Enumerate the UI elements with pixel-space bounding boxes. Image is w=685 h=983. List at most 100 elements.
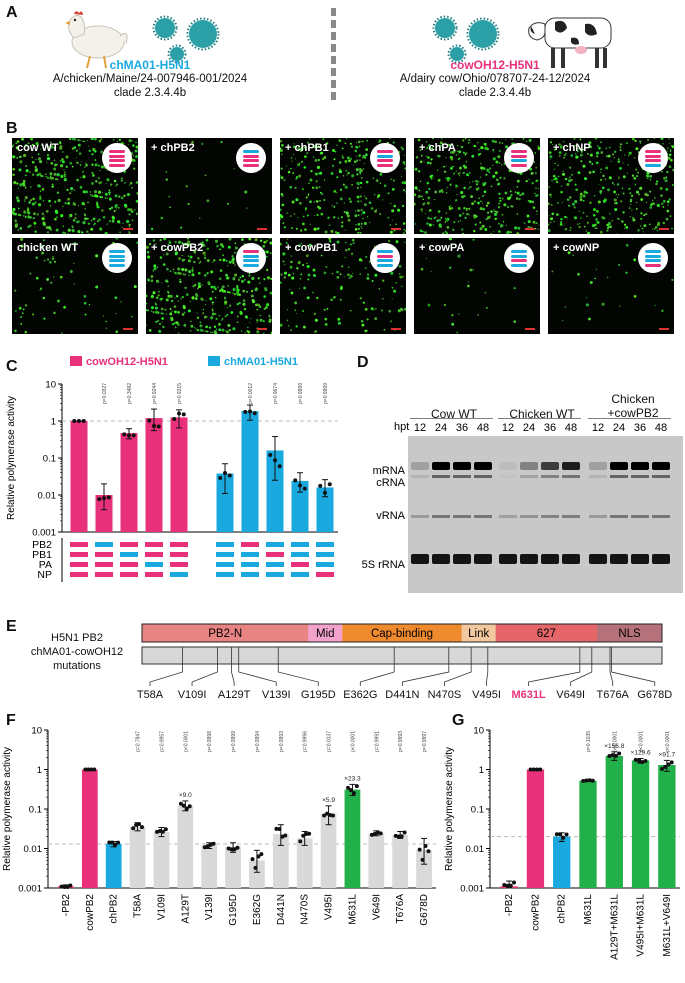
rrna-band [499, 554, 517, 564]
p-value-label: p<0.0001 [183, 731, 189, 752]
data-point [156, 424, 161, 429]
data-point [508, 883, 513, 888]
x-category-label: V495I+M631L [636, 894, 647, 957]
mrna-band [631, 462, 649, 470]
band-label: 5S rRNA [362, 559, 406, 571]
segment-indicator [95, 562, 113, 567]
data-point [229, 847, 234, 852]
mrna-band [453, 462, 471, 470]
data-point [318, 483, 323, 488]
data-point [248, 409, 252, 414]
p-value-label: p=0.0137 [327, 731, 333, 752]
group-label-chicken-cowpb2-line1: Chicken [611, 392, 655, 406]
cell-label: + chNP [553, 142, 591, 154]
data-point [139, 825, 144, 830]
bar [95, 495, 113, 532]
segment-indicator [170, 552, 188, 557]
pb2-domain-map: PB2-N Mid Cap-binding Link 627 NLS T58A V109I A1… [137, 623, 672, 701]
mutation-label: D441N [385, 689, 419, 701]
data-point [301, 833, 306, 838]
data-point [304, 832, 309, 837]
y-tick-label: 1 [479, 765, 484, 776]
mutation-connector [401, 647, 450, 686]
cell-label: + chPB2 [151, 142, 195, 154]
fold-change-label: ×23.3 [344, 775, 361, 782]
segment-label: PB1 [32, 549, 52, 561]
x-category-label: M631L [347, 894, 358, 925]
panel-g-chart: 10 1 0.1 0.01 0.001 Relative polymerase activ… [444, 726, 680, 960]
data-point [77, 419, 81, 423]
data-point [68, 883, 73, 888]
domain-label: Cap-binding [371, 628, 433, 640]
vrna-band [411, 515, 429, 518]
data-point [187, 804, 192, 809]
segment-badge-icon [504, 143, 534, 173]
bar [81, 769, 98, 888]
data-point [607, 753, 612, 758]
chicken-illustration [65, 11, 128, 69]
domain-label: PB2-N [208, 628, 242, 640]
panel-g-label: G [452, 712, 465, 729]
data-point [378, 831, 383, 836]
scale-bar [525, 328, 535, 330]
data-point [590, 778, 595, 783]
data-point [640, 760, 645, 765]
cell-label: cow WT [17, 142, 59, 154]
y-axis-label: Relative polymerase activity [6, 396, 17, 520]
data-point [72, 419, 77, 423]
mutation-connector [570, 647, 593, 686]
segment-indicator [241, 542, 259, 547]
data-point [610, 753, 615, 758]
vrna-band [631, 515, 649, 518]
x-category-label: N470S [300, 894, 311, 925]
panel-c-label: C [6, 358, 18, 375]
legend-label: chMA01-H5N1 [224, 356, 298, 368]
data-point [160, 829, 165, 834]
data-point [59, 884, 64, 889]
hpt-value: 24 [523, 422, 535, 434]
data-point [86, 767, 91, 772]
cell-label: + cowPB2 [151, 242, 204, 254]
p-value-label: p=0.9991 [374, 731, 380, 752]
band-label: vRNA [376, 510, 405, 522]
hpt-value: 36 [456, 422, 468, 434]
data-point [268, 453, 273, 458]
mrna-band [432, 462, 450, 470]
vrna-band [474, 515, 492, 518]
data-point [613, 753, 618, 758]
hpt-value: 48 [565, 422, 577, 434]
segment-indicator [170, 562, 188, 567]
segment-indicator [70, 552, 88, 557]
segment-indicator [316, 542, 334, 547]
scale-bar [123, 228, 133, 230]
crna-band [411, 475, 429, 478]
y-tick-label: 10 [45, 380, 56, 391]
panel-f-label: F [6, 712, 16, 729]
fold-change-label: ×91.7 [659, 751, 676, 758]
data-point [396, 834, 401, 839]
mrna-band [541, 462, 559, 470]
segment-indicator [216, 562, 234, 567]
fluorescence-cell-9: + cowNP [548, 238, 674, 334]
mrna-band [610, 462, 628, 470]
mutation-connector [238, 647, 277, 686]
data-point [131, 433, 136, 438]
hpt-value: 48 [477, 422, 489, 434]
bar [105, 843, 122, 888]
scale-bar [391, 228, 401, 230]
data-point [163, 827, 168, 832]
vrna-band [589, 515, 607, 518]
crna-band [499, 475, 517, 478]
vrna-band [610, 515, 628, 518]
vrna-band [562, 515, 580, 518]
data-point [584, 778, 589, 783]
bar [272, 834, 289, 888]
domain-label: Mid [316, 628, 335, 640]
domain-block [308, 624, 343, 642]
x-category-label: V495I [324, 894, 335, 920]
data-point [137, 822, 142, 827]
bar [579, 780, 597, 888]
crna-band [432, 475, 450, 478]
p-value-label: p=0.9993 [398, 731, 404, 752]
p-value-label: p<0.0001 [350, 731, 356, 752]
